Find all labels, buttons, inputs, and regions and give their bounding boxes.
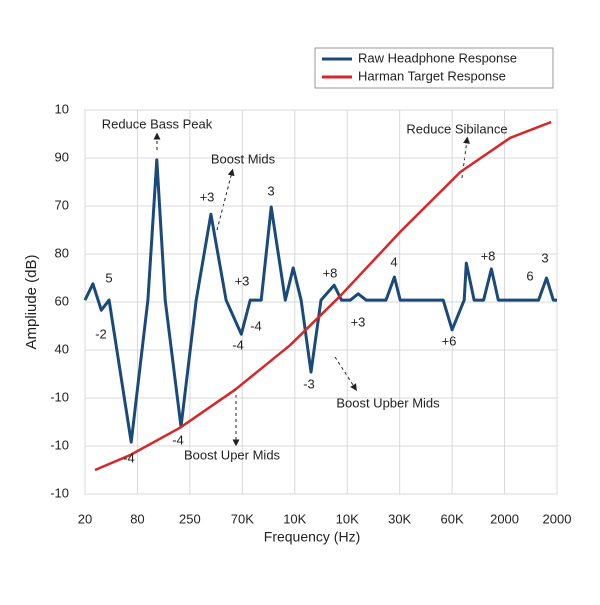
data-line bbox=[83, 158, 557, 444]
annotation: -4 bbox=[123, 450, 135, 465]
annotation: -4 bbox=[232, 337, 244, 352]
annotation: 3 bbox=[541, 250, 548, 265]
annotation: +3 bbox=[235, 273, 250, 288]
legend-label: Harman Target Response bbox=[358, 68, 506, 83]
x-tick-label: 10K bbox=[283, 511, 306, 526]
annotation: Boost Mids bbox=[211, 151, 276, 166]
y-tick-label: 90 bbox=[55, 149, 69, 164]
y-tick-label: -10 bbox=[50, 389, 69, 404]
x-tick-label: 250 bbox=[179, 511, 201, 526]
y-tick-label: 70 bbox=[55, 197, 69, 212]
annotation: 5 bbox=[105, 270, 112, 285]
annotation: +3 bbox=[351, 314, 366, 329]
x-tick-label: 2000 bbox=[543, 511, 572, 526]
x-tick-label: 30K bbox=[388, 511, 411, 526]
legend-label: Raw Headphone Response bbox=[358, 50, 517, 65]
x-axis-label: Frequency (Hz) bbox=[264, 529, 360, 545]
annotation: Boost Uper Mids bbox=[184, 447, 281, 462]
annotation: 6 bbox=[526, 268, 533, 283]
annotation: Reduce Sibilance bbox=[406, 121, 507, 136]
annotation: Boost Upber Mids bbox=[336, 395, 440, 410]
x-tick-label: 10K bbox=[336, 511, 359, 526]
data-line bbox=[94, 120, 552, 472]
annotation: 4 bbox=[390, 254, 397, 269]
y-tick-label: 80 bbox=[55, 245, 69, 260]
annotation: -4 bbox=[172, 432, 184, 447]
x-tick-label: 80 bbox=[130, 511, 144, 526]
y-tick-label: 10 bbox=[55, 101, 69, 116]
y-tick-label: 40 bbox=[55, 341, 69, 356]
x-tick-label: 20 bbox=[78, 511, 92, 526]
annotation: -2 bbox=[95, 326, 107, 341]
annotation: +3 bbox=[200, 189, 215, 204]
annotation: +6 bbox=[442, 333, 457, 348]
annotation: 3 bbox=[267, 183, 274, 198]
annotation: Reduce Bass Peak bbox=[102, 116, 213, 131]
annotation: -3 bbox=[303, 376, 315, 391]
y-axis-label: Ampliude (dB) bbox=[23, 254, 40, 349]
x-tick-label: 70K bbox=[231, 511, 254, 526]
y-tick-label: -10 bbox=[50, 437, 69, 452]
x-tick-label: 2000 bbox=[490, 511, 519, 526]
y-tick-label: 60 bbox=[55, 293, 69, 308]
y-tick-label: -10 bbox=[50, 485, 69, 500]
x-tick-label: 60K bbox=[441, 511, 464, 526]
annotation: +8 bbox=[323, 265, 338, 280]
legend-box bbox=[314, 47, 554, 89]
annotation: -4 bbox=[250, 318, 262, 333]
annotation: +8 bbox=[481, 248, 496, 263]
